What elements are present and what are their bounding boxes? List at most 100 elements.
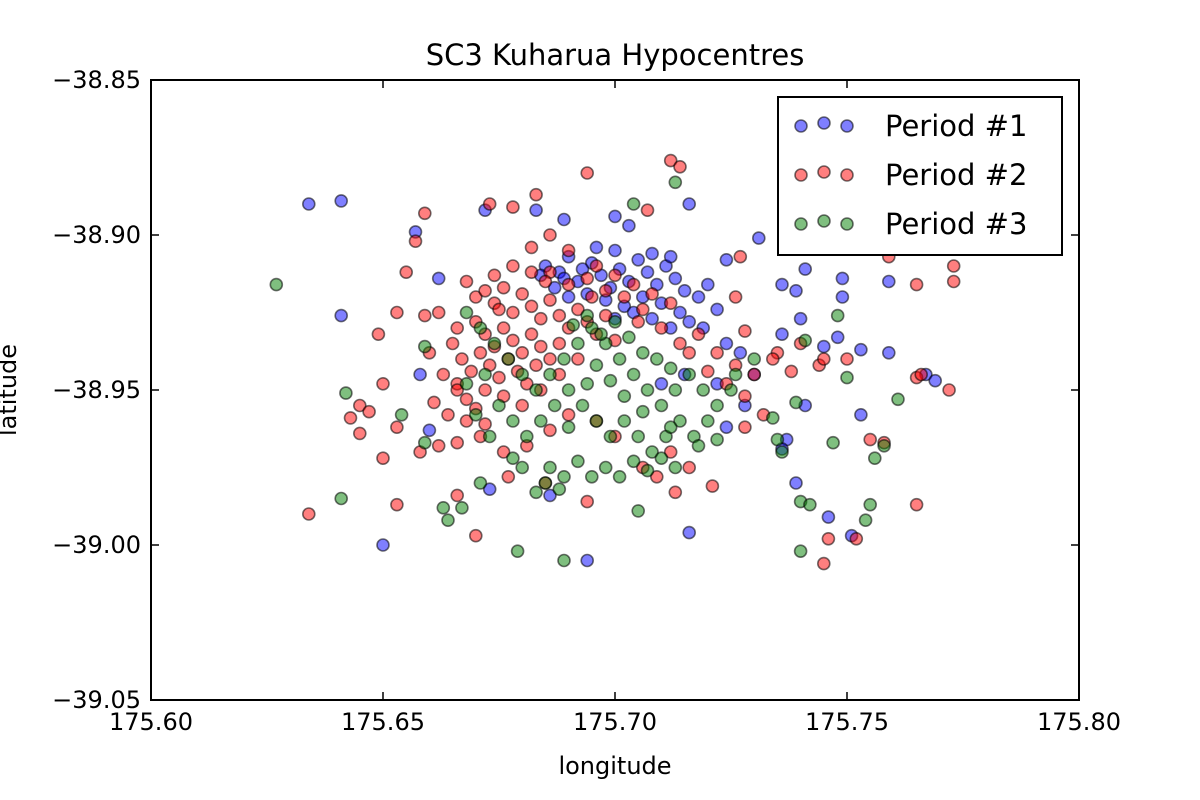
point-period-2 xyxy=(663,153,678,168)
point-period-3 xyxy=(589,358,604,373)
point-period-2 xyxy=(524,240,539,255)
point-period-3 xyxy=(515,460,530,475)
y-axis-label: latitude xyxy=(0,344,22,436)
point-period-1 xyxy=(789,283,803,298)
point-period-1 xyxy=(854,407,868,422)
point-period-2 xyxy=(608,268,622,283)
point-period-2 xyxy=(733,249,748,264)
point-period-1 xyxy=(557,212,571,227)
point-period-2 xyxy=(431,438,446,453)
point-period-2 xyxy=(710,345,724,360)
point-period-2 xyxy=(450,321,465,335)
point-period-2 xyxy=(515,398,530,413)
point-period-3 xyxy=(575,398,590,413)
point-period-3 xyxy=(626,367,641,382)
point-period-1 xyxy=(821,510,836,524)
point-period-2 xyxy=(561,407,576,422)
point-period-2 xyxy=(390,305,404,320)
point-period-1 xyxy=(334,308,349,323)
point-period-3 xyxy=(598,460,613,475)
point-period-2 xyxy=(552,336,567,351)
point-period-2 xyxy=(571,302,585,317)
point-period-3 xyxy=(612,469,627,484)
point-period-3 xyxy=(617,414,632,428)
point-period-2 xyxy=(598,283,613,298)
point-period-2 xyxy=(441,407,455,422)
point-period-2 xyxy=(691,327,706,342)
point-period-2 xyxy=(343,411,358,425)
point-period-2 xyxy=(496,280,511,295)
point-period-2 xyxy=(524,265,539,280)
legend-marker xyxy=(817,165,831,179)
point-period-3 xyxy=(654,451,669,466)
point-period-3 xyxy=(617,389,632,404)
point-period-3 xyxy=(482,429,497,444)
point-period-3 xyxy=(789,395,803,410)
point-period-2 xyxy=(399,265,414,280)
point-period-2 xyxy=(524,327,539,342)
point-period-3 xyxy=(515,367,530,382)
x-axis-label: longitude xyxy=(558,752,671,780)
point-period-2 xyxy=(640,203,655,217)
point-period-3 xyxy=(663,420,678,435)
point-period-1 xyxy=(654,376,669,391)
point-period-1 xyxy=(663,249,678,264)
point-period-1 xyxy=(608,209,622,224)
point-period-1 xyxy=(691,290,706,304)
point-period-2 xyxy=(728,290,743,304)
point-period-3 xyxy=(877,438,891,453)
legend: Period #1 Period #2 Period #3 xyxy=(777,96,1063,256)
point-period-3 xyxy=(561,420,576,435)
point-period-3 xyxy=(635,345,650,360)
point-period-3 xyxy=(608,314,622,329)
point-period-2 xyxy=(645,287,659,301)
point-period-3 xyxy=(557,553,571,568)
point-period-3 xyxy=(339,386,353,400)
point-period-3 xyxy=(417,339,432,354)
point-period-3 xyxy=(724,383,738,397)
point-period-1 xyxy=(580,553,595,568)
point-period-3 xyxy=(710,398,724,413)
point-period-3 xyxy=(840,370,854,385)
point-period-1 xyxy=(301,197,316,211)
point-period-3 xyxy=(487,336,502,351)
point-period-3 xyxy=(571,336,585,351)
point-period-1 xyxy=(422,423,437,438)
point-period-2 xyxy=(501,469,516,484)
point-period-2 xyxy=(492,302,506,317)
point-period-1 xyxy=(529,203,543,217)
point-period-3 xyxy=(584,469,599,484)
point-period-3 xyxy=(635,404,650,419)
point-period-3 xyxy=(529,485,543,500)
legend-marker xyxy=(794,119,808,133)
point-period-2 xyxy=(649,469,664,484)
point-period-2 xyxy=(816,556,831,571)
point-period-2 xyxy=(529,358,543,373)
point-period-3 xyxy=(631,504,646,518)
y-tick-label: −38.90 xyxy=(52,221,141,249)
point-period-2 xyxy=(468,290,483,304)
points-layer xyxy=(269,153,961,571)
legend-marker xyxy=(794,168,808,182)
point-period-2 xyxy=(738,420,752,435)
point-period-2 xyxy=(445,336,460,351)
point-period-3 xyxy=(770,432,785,447)
point-period-2 xyxy=(673,336,687,351)
point-period-2 xyxy=(390,420,404,435)
point-period-3 xyxy=(826,435,840,450)
point-period-1 xyxy=(682,525,697,540)
point-period-1 xyxy=(830,330,845,345)
point-period-2 xyxy=(738,324,752,338)
point-period-3 xyxy=(645,445,659,459)
point-period-3 xyxy=(682,367,697,382)
point-period-2 xyxy=(478,383,492,397)
point-period-2 xyxy=(478,283,492,298)
point-period-1 xyxy=(668,271,683,286)
point-period-3 xyxy=(529,383,543,397)
point-period-2 xyxy=(552,308,567,323)
point-period-1 xyxy=(700,277,715,292)
point-period-3 xyxy=(580,308,595,323)
point-period-3 xyxy=(793,544,808,559)
point-period-2 xyxy=(654,321,669,335)
point-period-3 xyxy=(673,414,687,428)
